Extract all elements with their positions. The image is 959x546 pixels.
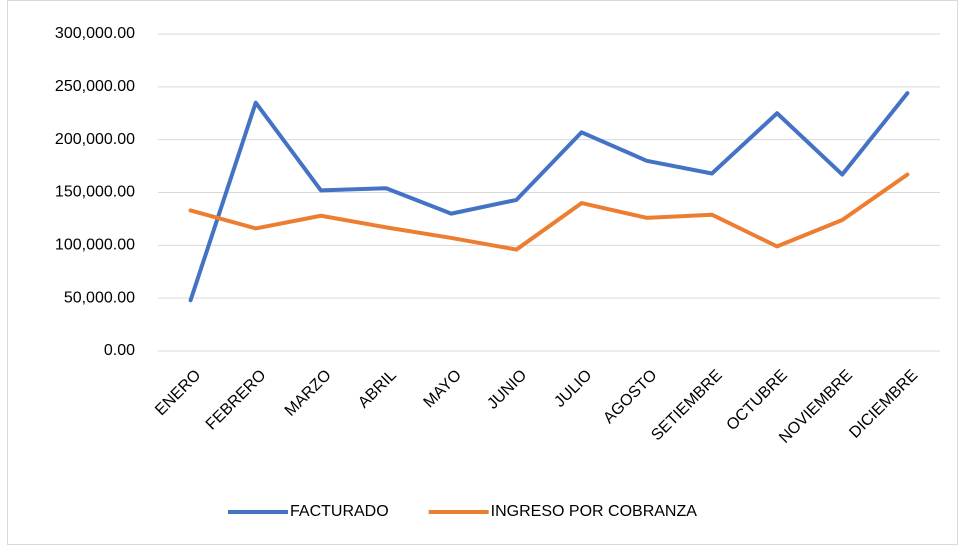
y-tick-label: 150,000.00 [55,184,135,201]
y-tick-label: 250,000.00 [55,78,135,95]
y-tick-label: 50,000.00 [64,289,135,306]
legend-label: FACTURADO [290,503,389,520]
series-line [188,91,910,303]
chart-border [7,0,958,545]
legend-label: INGRESO POR COBRANZA [491,503,698,520]
series-line [188,172,910,252]
y-tick-label: 0.00 [104,342,135,359]
y-tick-label: 300,000.00 [55,25,135,42]
y-tick-label: 100,000.00 [55,237,135,254]
y-tick-label: 200,000.00 [55,131,135,148]
